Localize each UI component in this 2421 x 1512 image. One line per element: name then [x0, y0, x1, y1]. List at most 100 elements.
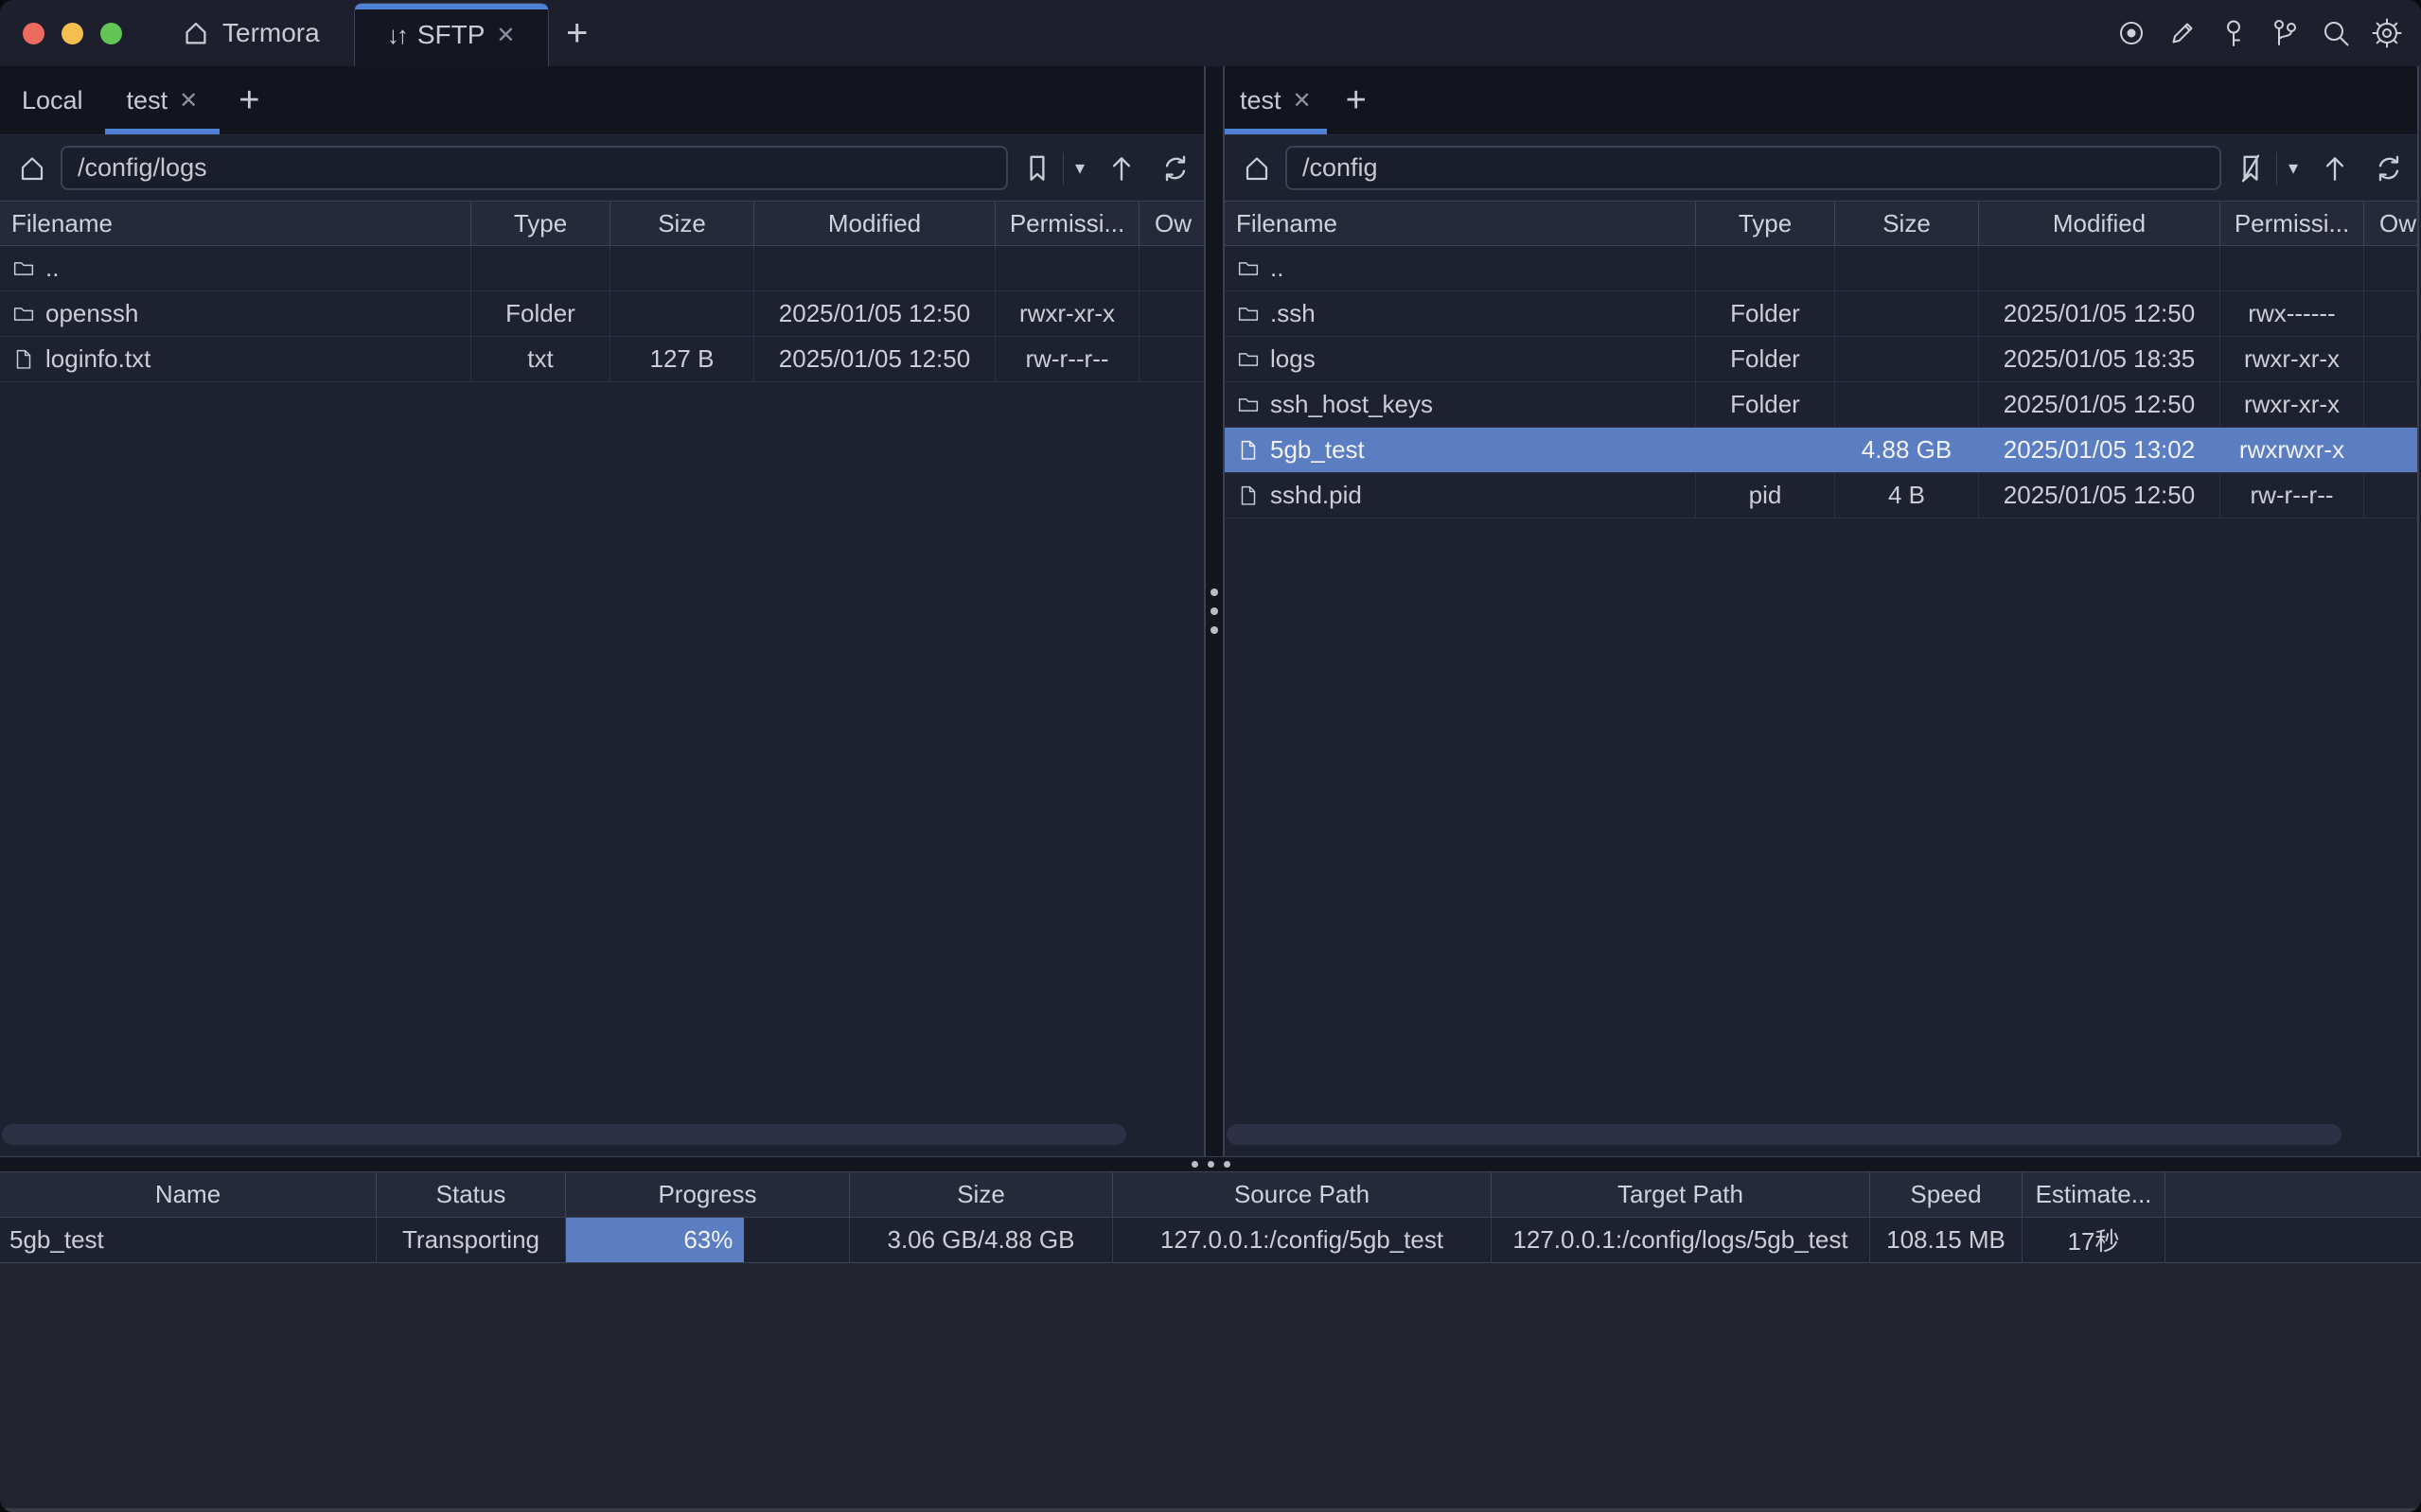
- column-header-type[interactable]: Type: [471, 202, 610, 245]
- divider: [1062, 151, 1064, 185]
- tab-local[interactable]: Local: [0, 66, 105, 134]
- owner-cell: [2364, 382, 2417, 427]
- add-tab-button-left[interactable]: +: [239, 79, 260, 120]
- column-header-modified[interactable]: Modified: [754, 202, 996, 245]
- column-header-filename[interactable]: Filename: [0, 202, 471, 245]
- path-input-right[interactable]: [1285, 146, 2221, 190]
- horizontal-scrollbar-right[interactable]: [1227, 1124, 2341, 1145]
- parent-directory-button-left[interactable]: [1105, 148, 1138, 189]
- column-header-size[interactable]: Size: [610, 202, 754, 245]
- owner-cell: [1140, 337, 1204, 381]
- settings-button[interactable]: [2370, 16, 2404, 50]
- permissions-cell: rw-r--r--: [2220, 473, 2364, 518]
- bookmark-button-right[interactable]: [2235, 148, 2267, 189]
- close-window-button[interactable]: [23, 22, 44, 44]
- file-row[interactable]: ..: [0, 246, 1204, 291]
- key-icon: [2227, 20, 2240, 46]
- column-header-name[interactable]: Name: [0, 1172, 377, 1217]
- type-cell: [1696, 246, 1835, 290]
- file-row[interactable]: loginfo.txt txt 127 B 2025/01/05 12:50 rw-r-…: [0, 337, 1204, 382]
- titlebar-actions: [2114, 0, 2404, 66]
- bookmark-button-left[interactable]: [1021, 148, 1053, 189]
- new-window-tab-button[interactable]: +: [566, 11, 589, 54]
- minimize-window-button[interactable]: [62, 22, 83, 44]
- search-button[interactable]: [2319, 16, 2353, 50]
- column-header-filename[interactable]: Filename: [1225, 202, 1696, 245]
- type-cell: pid: [1696, 473, 1835, 518]
- close-sftp-tab-icon[interactable]: ✕: [496, 22, 516, 48]
- column-header-ow[interactable]: Ow: [2379, 208, 2416, 237]
- active-tab-underline: [104, 129, 221, 134]
- column-header-permissi[interactable]: Permissi...: [996, 202, 1140, 245]
- home-button-left[interactable]: [13, 149, 51, 187]
- left-pane-tabs: Local test ✕ +: [0, 66, 1204, 134]
- git-branch-icon: [2274, 20, 2296, 45]
- bookmark-dropdown-left[interactable]: ▾: [1074, 158, 1085, 179]
- transfer-table-header: Name Status Progress Size Source Path Target …: [0, 1172, 2421, 1218]
- size-cell: 4 B: [1835, 473, 1979, 518]
- file-table-header: Filename Type Size Modified Permissi... Ow: [0, 201, 1204, 246]
- tab-test-left[interactable]: test ✕: [104, 66, 221, 134]
- refresh-icon: [1165, 155, 1186, 181]
- right-pane-tabs: test ✕ +: [1225, 66, 2417, 134]
- bookmark-icon: [1030, 155, 1045, 181]
- edit-button[interactable]: [2165, 16, 2200, 50]
- column-header-modified[interactable]: Modified: [1979, 202, 2220, 245]
- sftp-tab-label: SFTP: [416, 20, 486, 49]
- file-row[interactable]: ..: [1225, 246, 2417, 291]
- owner-cell: [2364, 473, 2417, 518]
- left-pathbar: ▾: [0, 134, 1204, 201]
- transfer-splitter[interactable]: [0, 1156, 2421, 1172]
- tab-termora[interactable]: Termora: [171, 0, 329, 66]
- file-row[interactable]: openssh Folder 2025/01/05 12:50 rwxr-xr-x: [0, 291, 1204, 337]
- column-header-sourcepath[interactable]: Source Path: [1113, 1172, 1492, 1217]
- type-cell: Folder: [1696, 382, 1835, 427]
- file-row[interactable]: ssh_host_keys Folder 2025/01/05 12:50 rwxr-…: [1225, 382, 2417, 428]
- type-cell: txt: [471, 337, 610, 381]
- home-button-right[interactable]: [1238, 149, 1276, 187]
- column-header-blank[interactable]: [2165, 1172, 2421, 1217]
- column-header-speed[interactable]: Speed: [1870, 1172, 2023, 1217]
- record-button[interactable]: [2114, 16, 2148, 50]
- column-header-estimate[interactable]: Estimate...: [2023, 1172, 2165, 1217]
- file-row[interactable]: 5gb_test 4.88 GB 2025/01/05 13:02 rwxrwxr-x: [1225, 428, 2417, 473]
- modified-cell: 2025/01/05 18:35: [1979, 337, 2220, 381]
- tab-test-right[interactable]: test ✕: [1225, 66, 1327, 134]
- pane-splitter[interactable]: [1204, 66, 1225, 1156]
- refresh-button-right[interactable]: [2372, 148, 2406, 189]
- filename-cell: ..: [1225, 246, 1696, 290]
- add-tab-button-right[interactable]: +: [1345, 79, 1367, 120]
- column-header-size[interactable]: Size: [1835, 202, 1979, 245]
- keys-button[interactable]: [2217, 16, 2251, 50]
- traffic-lights: [0, 0, 122, 66]
- column-header-status[interactable]: Status: [377, 1172, 566, 1217]
- file-row[interactable]: logs Folder 2025/01/05 18:35 rwxr-xr-x: [1225, 337, 2417, 382]
- column-header-size[interactable]: Size: [850, 1172, 1113, 1217]
- bookmark-dropdown-right[interactable]: ▾: [2288, 158, 2298, 179]
- column-header-progress[interactable]: Progress: [566, 1172, 850, 1217]
- record-icon: [2120, 22, 2143, 44]
- file-row[interactable]: sshd.pid pid 4 B 2025/01/05 12:50 rw-r--r--: [1225, 473, 2417, 519]
- column-header-permissi[interactable]: Permissi...: [2220, 202, 2364, 245]
- path-input-left[interactable]: [61, 146, 1008, 190]
- refresh-button-left[interactable]: [1158, 148, 1193, 189]
- remote-pane: test ✕ + ▾: [1225, 66, 2419, 1156]
- tab-sftp[interactable]: ↓↑ SFTP ✕: [353, 3, 549, 66]
- close-tab-icon[interactable]: ✕: [179, 87, 199, 114]
- file-row[interactable]: .ssh Folder 2025/01/05 12:50 rwx------: [1225, 291, 2417, 337]
- column-header-ow[interactable]: Ow: [1155, 208, 1192, 237]
- filename-label: sshd.pid: [1270, 481, 1362, 509]
- column-header-targetpath[interactable]: Target Path: [1492, 1172, 1870, 1217]
- modified-cell: 2025/01/05 12:50: [1979, 382, 2220, 427]
- folder-icon: [11, 256, 36, 281]
- column-header-type[interactable]: Type: [1696, 202, 1835, 245]
- horizontal-scrollbar-left[interactable]: [2, 1124, 1126, 1145]
- branches-button[interactable]: [2268, 16, 2302, 50]
- transfer-row[interactable]: 5gb_test Transporting 63% 3.06 GB/4.88 GB 12…: [0, 1218, 2421, 1263]
- parent-directory-button-right[interactable]: [2319, 148, 2351, 189]
- zoom-window-button[interactable]: [100, 22, 122, 44]
- gear-icon: [2372, 18, 2402, 48]
- bookmark-slash-icon: [2241, 154, 2260, 182]
- close-tab-icon[interactable]: ✕: [1292, 87, 1312, 114]
- permissions-cell: rwxr-xr-x: [996, 291, 1140, 336]
